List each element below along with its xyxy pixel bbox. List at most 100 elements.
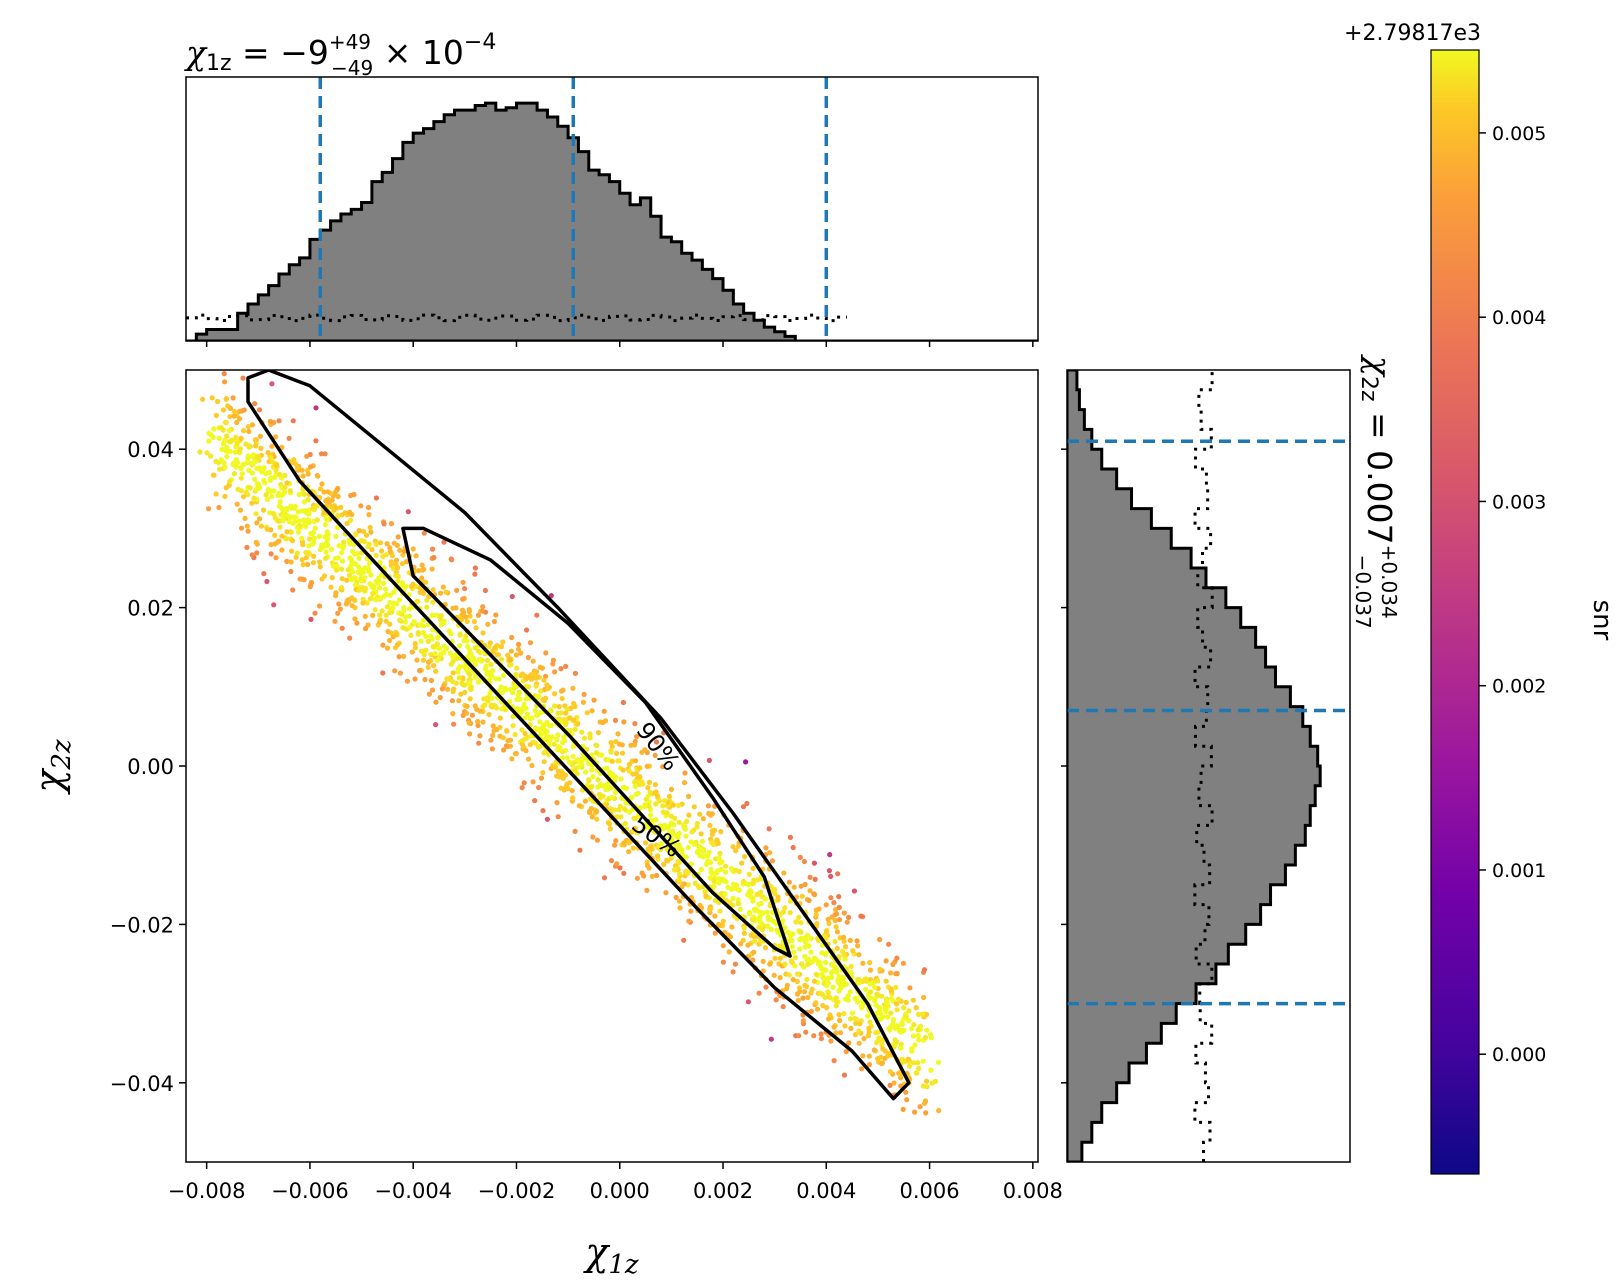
scatter-point xyxy=(804,957,810,963)
scatter-point xyxy=(616,758,622,764)
scatter-point xyxy=(397,670,403,676)
scatter-point xyxy=(255,481,261,487)
scatter-point xyxy=(619,750,626,756)
scatter-point xyxy=(367,560,373,566)
scatter-point xyxy=(381,521,387,527)
scatter-point xyxy=(208,453,214,459)
scatter-point xyxy=(273,467,279,473)
scatter-point xyxy=(833,924,839,930)
scatter-point xyxy=(626,849,632,855)
scatter-point xyxy=(460,596,466,602)
scatter-point xyxy=(707,822,713,829)
scatter-point xyxy=(236,408,243,414)
scatter-point xyxy=(381,580,387,587)
scatter-point xyxy=(556,704,562,710)
scatter-point xyxy=(466,607,472,613)
scatter-point xyxy=(484,657,491,664)
scatter-point xyxy=(726,949,732,955)
main-y-ticks: −0.04 −0.02 0.00 0.02 0.04 xyxy=(110,438,186,1096)
scatter-point xyxy=(294,524,300,531)
scatter-point xyxy=(485,621,491,627)
colorbar-tick-label: 0.000 xyxy=(1492,1044,1546,1066)
scatter-point xyxy=(856,1040,862,1046)
scatter-point xyxy=(844,919,850,925)
scatter-point xyxy=(781,870,787,876)
colorbar: 0.000 0.001 0.002 0.003 0.004 0.005 +2.79817e… xyxy=(1344,21,1617,1175)
scatter-point xyxy=(438,590,444,596)
scatter-point xyxy=(698,866,704,873)
scatter-point xyxy=(801,858,808,865)
scatter-point xyxy=(745,999,752,1005)
scatter-point xyxy=(409,649,415,655)
scatter-point xyxy=(915,1060,921,1066)
scatter-point xyxy=(389,553,395,559)
scatter-point xyxy=(584,746,590,752)
scatter-point xyxy=(450,654,456,660)
scatter-point xyxy=(807,874,813,880)
scatter-point xyxy=(859,1066,865,1072)
scatter-point xyxy=(632,721,638,727)
scatter-point xyxy=(287,488,293,494)
scatter-point xyxy=(515,646,522,652)
scatter-point xyxy=(555,814,561,820)
scatter-point xyxy=(493,705,500,711)
scatter-point xyxy=(399,561,406,567)
scatter-point xyxy=(288,559,294,565)
scatter-point xyxy=(433,668,439,674)
scatter-point xyxy=(289,548,295,554)
scatter-point xyxy=(708,905,714,912)
scatter-point xyxy=(786,879,792,885)
main-y-tick-label: −0.02 xyxy=(110,913,174,937)
scatter-point xyxy=(742,854,748,860)
scatter-point xyxy=(362,575,368,581)
scatter-point xyxy=(541,726,547,732)
right-quantile-lines xyxy=(1067,439,1350,1006)
top-hist-outline xyxy=(186,101,1038,341)
scatter-point xyxy=(238,435,244,441)
scatter-point xyxy=(676,877,682,883)
scatter-point xyxy=(249,552,255,558)
scatter-point xyxy=(907,985,913,991)
top-x-ticks xyxy=(205,341,1034,347)
scatter-point xyxy=(280,513,286,519)
scatter-point xyxy=(794,978,800,985)
scatter-point xyxy=(245,528,251,534)
scatter-point xyxy=(589,783,595,790)
scatter-point xyxy=(532,707,538,714)
scatter-point xyxy=(294,550,300,556)
scatter-point xyxy=(530,658,536,664)
scatter-point xyxy=(486,672,492,678)
scatter-point xyxy=(328,546,335,552)
scatter-point xyxy=(676,860,682,866)
scatter-point xyxy=(451,686,457,692)
scatter-point xyxy=(431,663,437,669)
scatter-point xyxy=(206,506,212,512)
scatter-point xyxy=(595,784,601,790)
scatter-point xyxy=(356,528,362,534)
scatter-point xyxy=(263,470,269,477)
scatter-point xyxy=(559,755,566,761)
scatter-point xyxy=(695,848,701,854)
scatter-point xyxy=(823,902,829,908)
scatter-point xyxy=(231,413,237,419)
scatter-point xyxy=(430,599,436,605)
scatter-point xyxy=(498,644,504,650)
scatter-point xyxy=(800,995,806,1001)
scatter-point xyxy=(879,1042,885,1048)
scatter-point xyxy=(652,782,659,788)
colorbar-gradient xyxy=(1430,49,1480,1175)
scatter-point xyxy=(572,726,578,733)
scatter-point xyxy=(846,914,852,921)
scatter-point xyxy=(370,583,376,589)
scatter-point xyxy=(384,604,390,610)
top-prior-line xyxy=(186,313,847,323)
right-hist-fill xyxy=(1067,370,1321,1162)
scatter-point xyxy=(840,974,846,980)
scatter-point xyxy=(252,437,258,443)
scatter-point xyxy=(467,731,473,737)
scatter-point xyxy=(276,418,282,424)
scatter-point xyxy=(344,520,350,527)
scatter-point xyxy=(834,999,840,1005)
scatter-point xyxy=(305,471,311,477)
scatter-point xyxy=(238,465,244,471)
